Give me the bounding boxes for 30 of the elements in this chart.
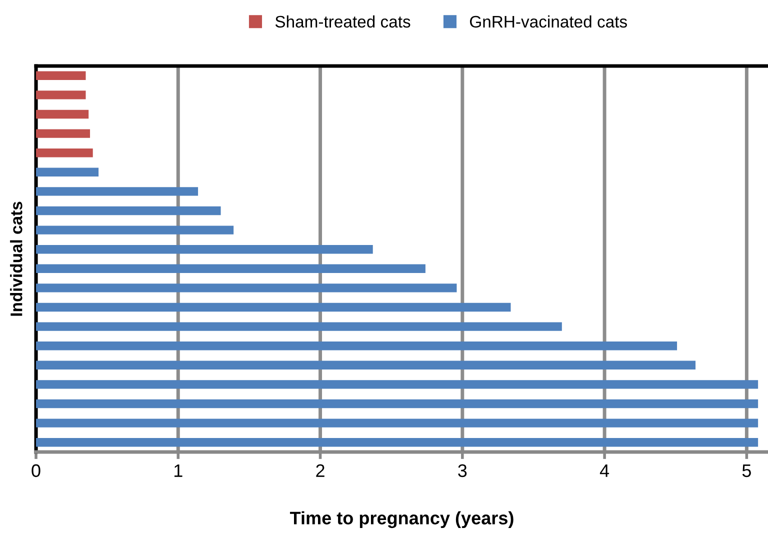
bar — [36, 206, 221, 216]
bar — [36, 168, 99, 176]
x-axis-title: Time to pregnancy (years) — [290, 511, 514, 528]
bar — [36, 342, 678, 350]
bar — [36, 264, 426, 273]
x-tick-label: 5 — [742, 464, 751, 478]
bar — [36, 322, 562, 331]
legend-label: Sham-treated cats — [275, 15, 410, 28]
bar — [36, 110, 89, 119]
bar — [36, 418, 758, 428]
bar — [36, 284, 457, 292]
x-tick-label: 0 — [32, 464, 40, 478]
bar — [36, 90, 86, 100]
bar — [36, 71, 86, 80]
x-tick-label: 2 — [316, 464, 324, 477]
x-tick-label: 4 — [600, 464, 610, 477]
legend-label: GnRH-vacinated cats — [470, 15, 627, 28]
bar — [36, 438, 758, 447]
bar — [36, 302, 511, 312]
x-tick-label: 1 — [174, 464, 182, 477]
bar — [36, 360, 696, 370]
bar — [36, 226, 234, 234]
bar — [36, 148, 93, 158]
bar — [36, 380, 758, 389]
bar — [36, 245, 373, 254]
bar — [36, 129, 90, 138]
bar — [36, 187, 198, 196]
bar — [36, 399, 758, 408]
y-axis-title: Individual cats — [10, 202, 22, 316]
x-tick-label: 3 — [458, 464, 467, 478]
